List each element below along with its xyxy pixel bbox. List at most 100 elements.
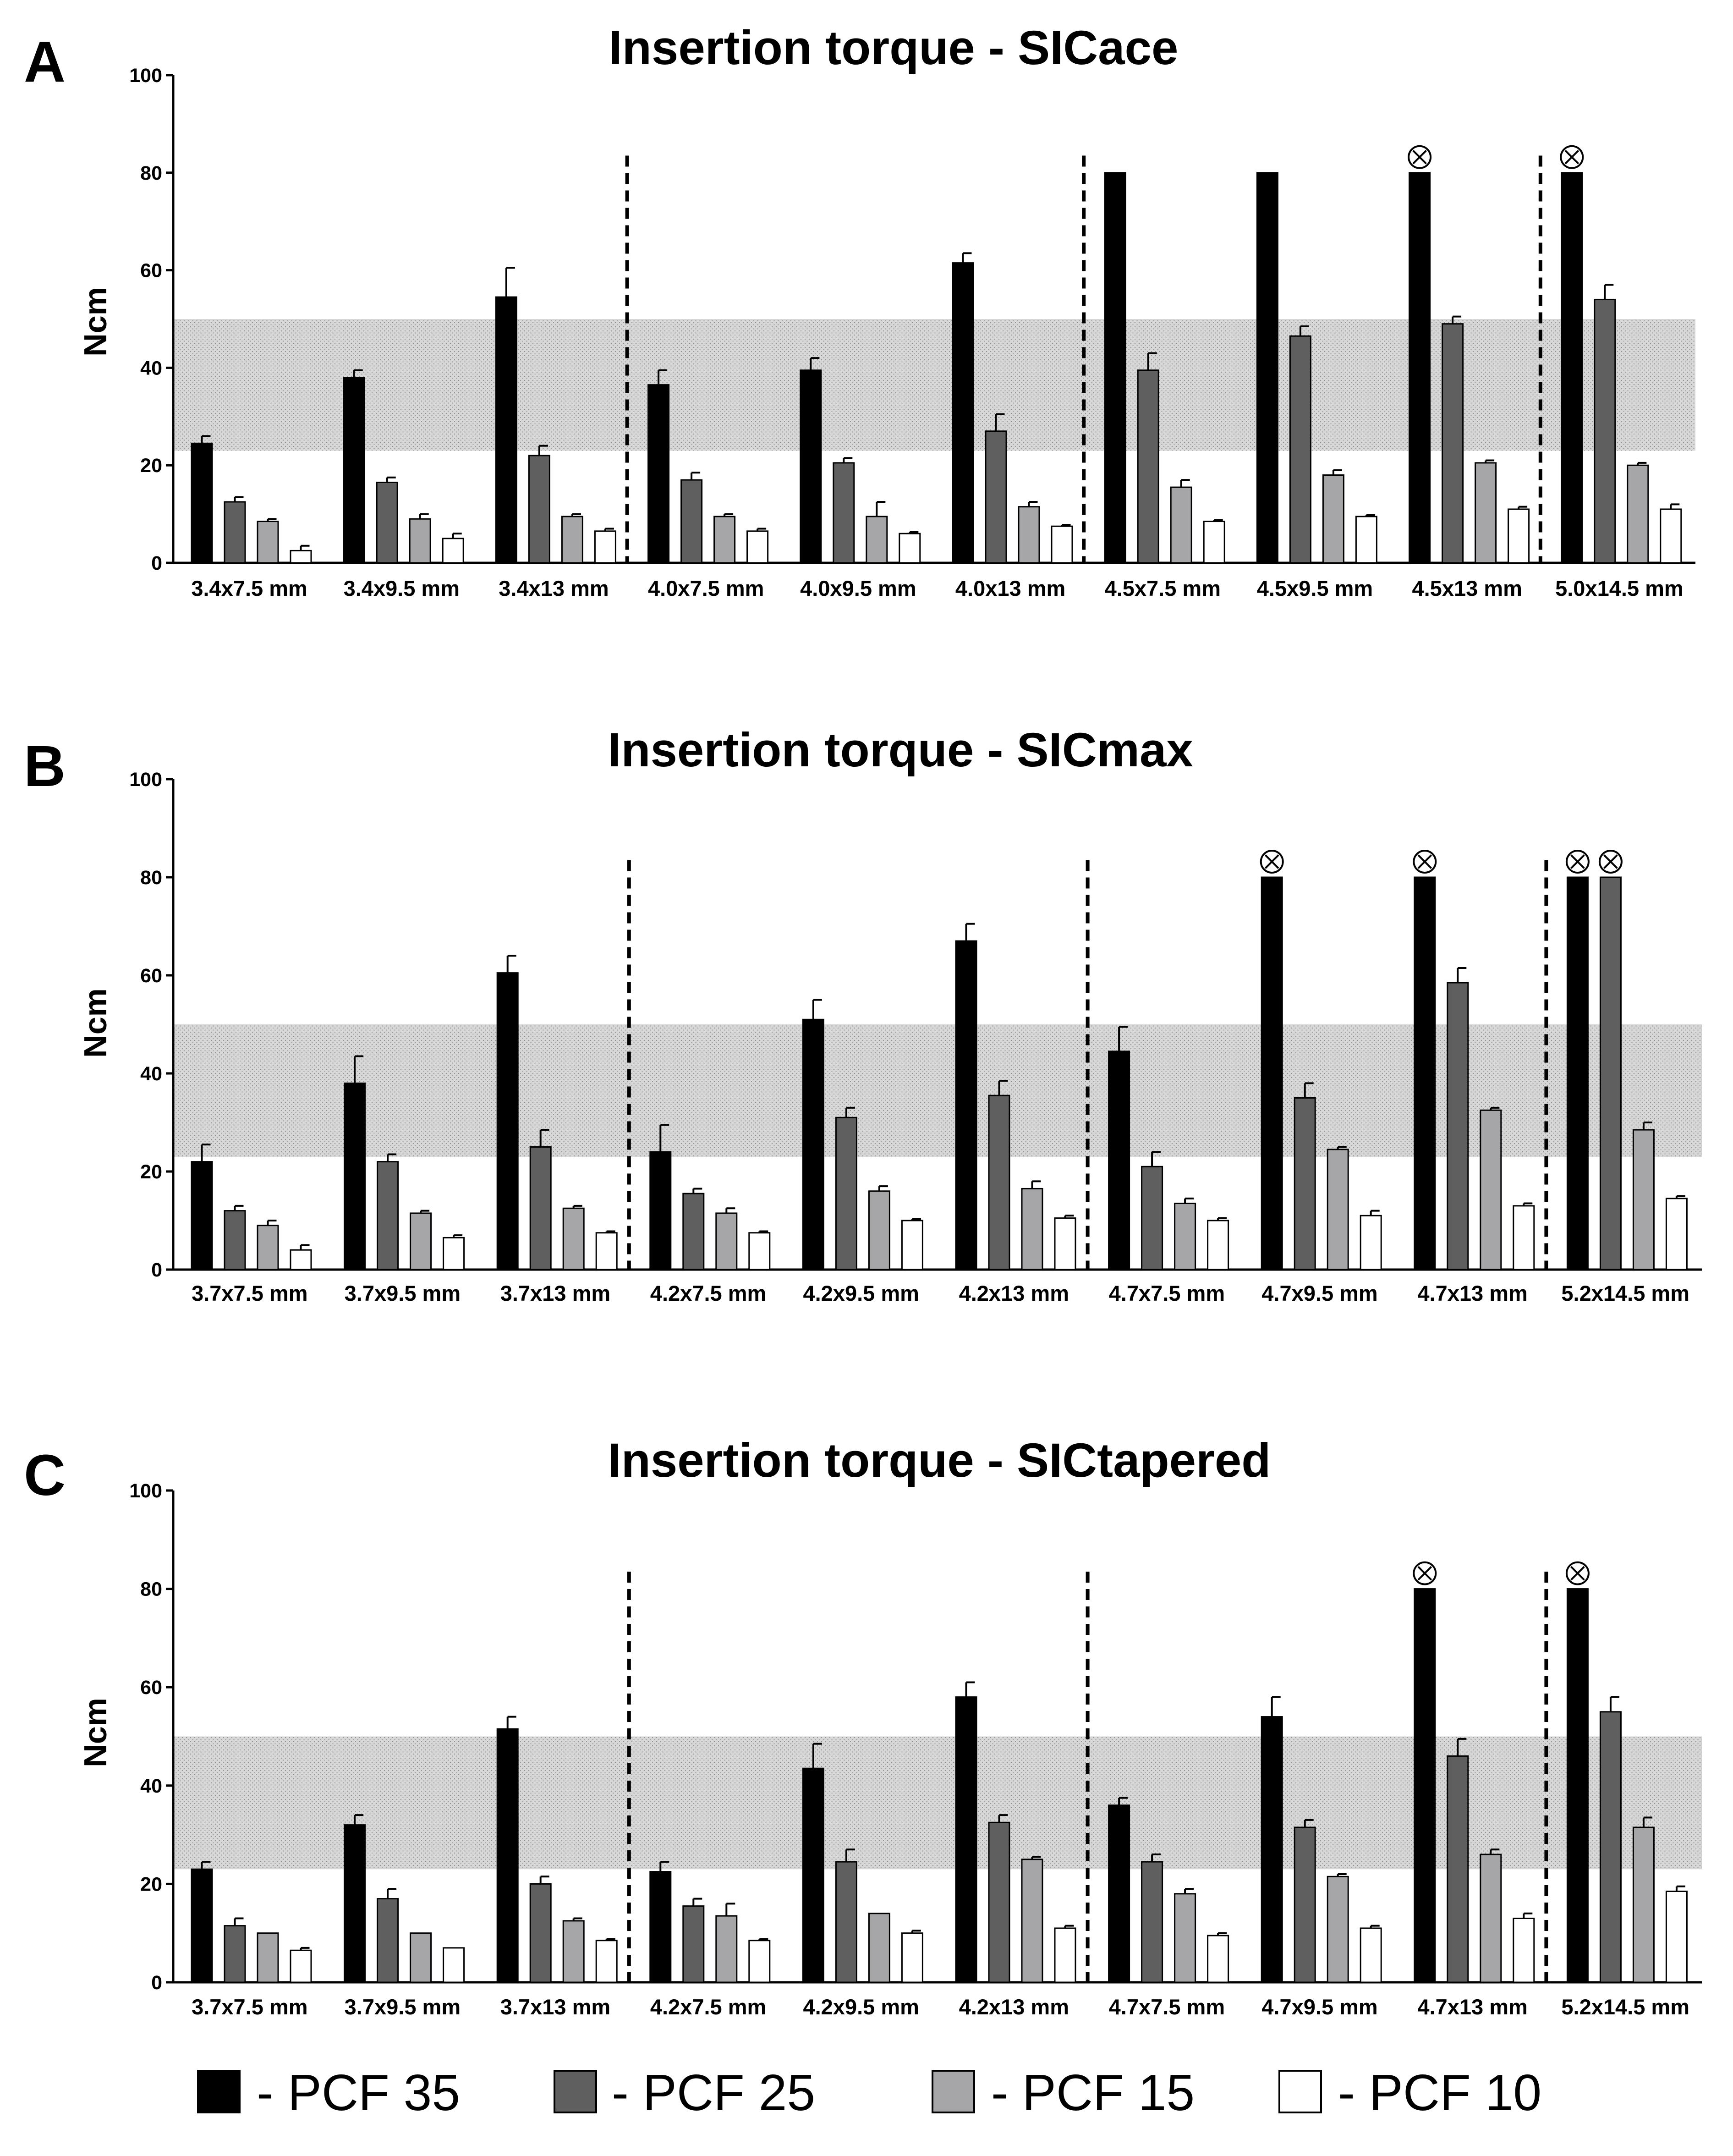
- bar: [1355, 516, 1377, 564]
- bar: [1513, 1205, 1535, 1270]
- panel-letter: A: [24, 29, 66, 94]
- bar: [746, 530, 769, 564]
- bar: [1207, 1935, 1229, 1983]
- bar: [1599, 1711, 1622, 1983]
- plot-area: 0 20 40 60 80 100 3.4x7.5 mm 3.4x9.5 mm 3.4x13 m…: [129, 65, 1695, 600]
- bar: [495, 296, 517, 564]
- panel-letter: B: [24, 734, 66, 798]
- bar: [1414, 1588, 1436, 1983]
- bar: [1599, 876, 1622, 1270]
- bar: [988, 1821, 1010, 1983]
- bar: [868, 1190, 890, 1270]
- reference-band: [173, 1024, 1702, 1157]
- y-axis-label: Ncm: [77, 287, 113, 357]
- y-tick-label: 60: [140, 1677, 162, 1699]
- bar: [529, 1146, 552, 1270]
- bar: [748, 1232, 771, 1270]
- x-tick-label: 3.7x7.5 mm: [192, 1995, 307, 2019]
- bar: [561, 516, 583, 564]
- bar: [1414, 876, 1436, 1270]
- bar: [442, 538, 464, 564]
- bar: [1021, 1859, 1043, 1983]
- bar: [1627, 464, 1649, 564]
- bar: [1508, 508, 1530, 564]
- legend-item-pcf-15: - PCF 15: [932, 2064, 1195, 2121]
- bar: [713, 516, 736, 564]
- bar: [1665, 1890, 1688, 1983]
- bar: [1137, 369, 1159, 564]
- x-tick-label: 4.7x9.5 mm: [1261, 1995, 1377, 2019]
- bar: [595, 1232, 618, 1270]
- bar: [595, 1940, 618, 1983]
- bar: [1108, 1050, 1130, 1270]
- x-tick-label: 4.2x9.5 mm: [803, 1995, 919, 2019]
- x-tick-label: 4.7x7.5 mm: [1109, 1281, 1225, 1305]
- y-tick-label: 40: [140, 357, 162, 379]
- bar: [835, 1861, 857, 1983]
- bar: [1513, 1918, 1535, 1983]
- y-tick-label: 60: [140, 260, 162, 282]
- bar: [1261, 876, 1283, 1270]
- bar: [528, 455, 550, 564]
- bar: [1021, 1188, 1043, 1270]
- bar: [1594, 298, 1616, 564]
- bar: [649, 1871, 672, 1983]
- y-tick-label: 80: [140, 162, 162, 184]
- bar: [1566, 876, 1589, 1270]
- reference-band: [173, 1736, 1702, 1870]
- x-tick-label: 4.2x13 mm: [959, 1995, 1069, 2019]
- x-tick-label: 4.7x9.5 mm: [1261, 1281, 1377, 1305]
- chart-panel-c: C Insertion torque - SICtapered Ncm 0 20 4…: [24, 1434, 1702, 2019]
- bar: [562, 1920, 585, 1983]
- bar: [376, 481, 398, 564]
- bar: [191, 1868, 213, 1983]
- bar: [496, 972, 519, 1270]
- bar: [344, 1082, 366, 1270]
- x-tick-label: 5.2x14.5 mm: [1561, 1281, 1689, 1305]
- x-tick-label: 3.4x9.5 mm: [344, 576, 460, 600]
- bar: [1322, 474, 1344, 564]
- bar: [1104, 172, 1126, 564]
- bar: [290, 1949, 312, 1983]
- exceeded-marker-stroke: [1264, 854, 1279, 869]
- bar: [290, 1249, 312, 1270]
- exceeded-marker-stroke: [1412, 149, 1427, 165]
- bar: [224, 1925, 246, 1983]
- bar: [1054, 1217, 1076, 1270]
- bar: [191, 442, 213, 564]
- bar: [682, 1905, 705, 1983]
- bar: [594, 530, 616, 564]
- bar: [1447, 982, 1469, 1270]
- bar: [257, 1932, 279, 1983]
- chart-panel-b: B Insertion torque - SICmax Ncm 0 20 40 60 8…: [24, 723, 1702, 1305]
- bar: [409, 518, 431, 564]
- exceeded-marker-stroke: [1564, 149, 1579, 165]
- y-tick-label: 100: [129, 65, 162, 87]
- bar: [1141, 1861, 1163, 1983]
- x-tick-label: 4.2x9.5 mm: [803, 1281, 919, 1305]
- bar: [344, 1824, 366, 1983]
- x-tick-label: 4.7x13 mm: [1417, 1995, 1527, 2019]
- bar: [191, 1161, 213, 1270]
- bar: [1360, 1215, 1382, 1270]
- bar: [1141, 1166, 1163, 1270]
- bar: [1174, 1893, 1196, 1983]
- chart-title: Insertion torque - SICace: [609, 21, 1179, 75]
- bar: [224, 501, 246, 564]
- bar: [343, 377, 365, 564]
- legend-label: - PCF 15: [991, 2064, 1195, 2121]
- x-tick-label: 5.2x14.5 mm: [1561, 1995, 1689, 2019]
- bar: [899, 533, 921, 564]
- legend-label: - PCF 35: [257, 2064, 460, 2121]
- bar: [1170, 486, 1192, 564]
- legend-swatch: [554, 2070, 597, 2113]
- x-tick-label: 3.7x13 mm: [500, 1281, 610, 1305]
- x-tick-label: 4.2x7.5 mm: [650, 1281, 766, 1305]
- x-tick-label: 4.2x7.5 mm: [650, 1995, 766, 2019]
- bar: [748, 1940, 771, 1983]
- y-tick-label: 60: [140, 965, 162, 987]
- bar: [443, 1237, 465, 1270]
- bar: [1632, 1129, 1655, 1270]
- bar: [649, 1151, 672, 1270]
